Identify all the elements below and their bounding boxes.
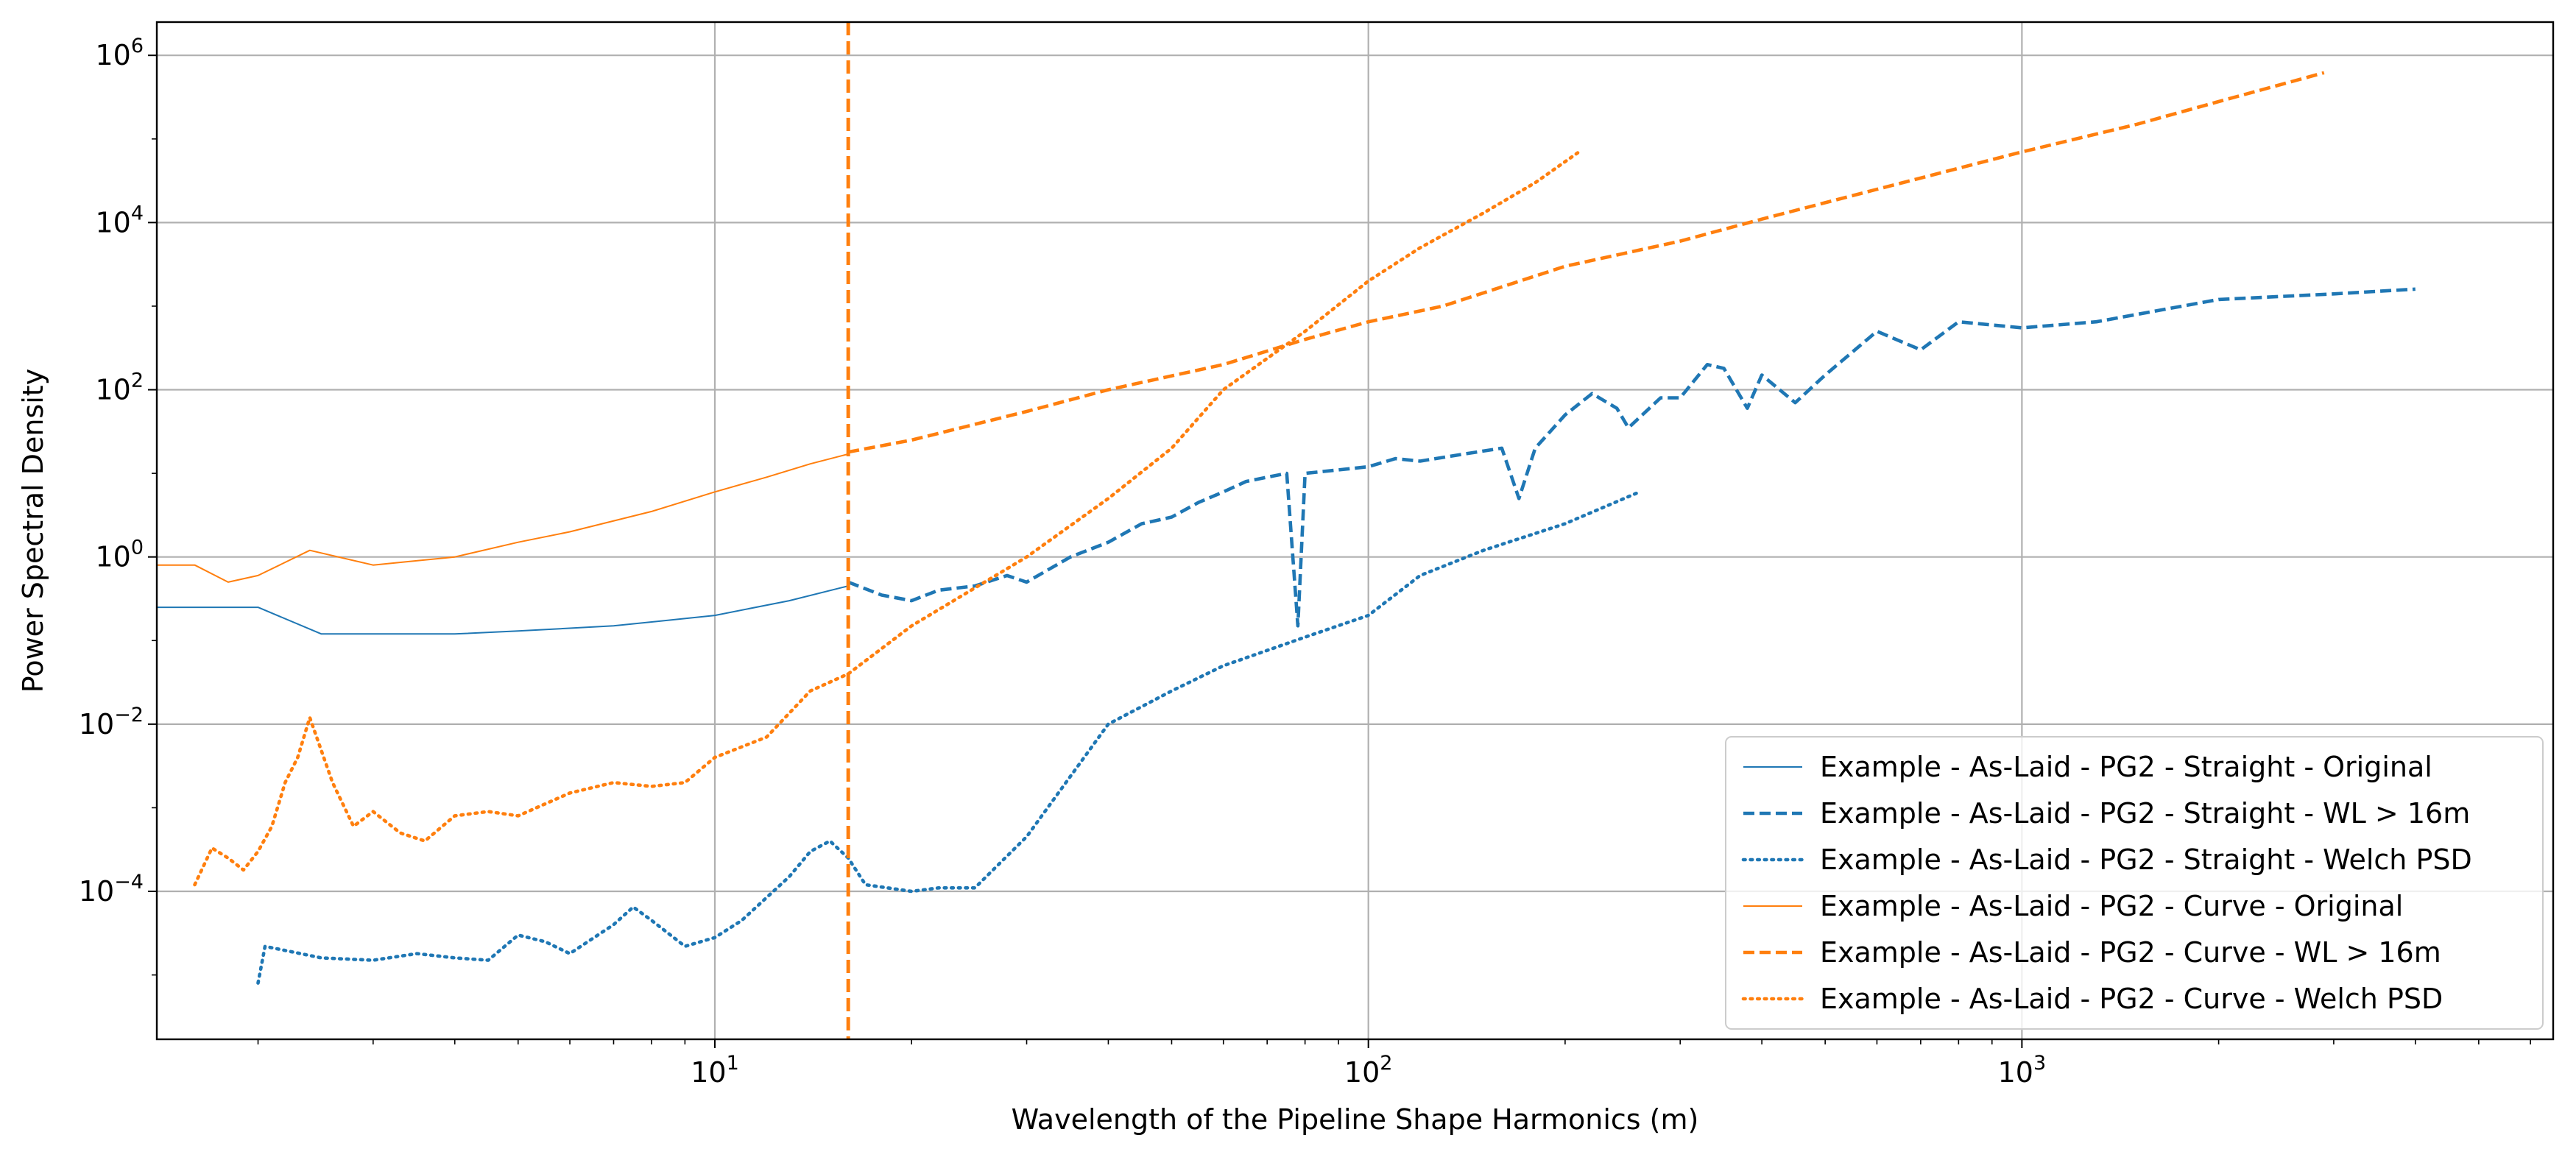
y-axis-label: Power Spectral Density	[17, 369, 49, 693]
x-axis-label: Wavelength of the Pipeline Shape Harmoni…	[1012, 1103, 1699, 1136]
y-tick-label: 100	[95, 537, 144, 573]
axes-frame	[155, 21, 2555, 1041]
y-tick-label: 104	[95, 202, 144, 238]
series-line-5	[847, 71, 2325, 454]
legend-label-3: Example - As-Laid - PG2 - Straight - Wel…	[1820, 844, 2472, 876]
legend: Example - As-Laid - PG2 - Straight - Ori…	[1725, 736, 2544, 1030]
legend-label-5: Example - As-Laid - PG2 - Curve - WL > 1…	[1820, 936, 2441, 969]
tick-layer: 101 102 103 106 104 102 100 10−2 10−4	[79, 35, 2531, 1089]
legend-box	[1725, 736, 2544, 1030]
legend-label-6: Example - As-Laid - PG2 - Curve - Welch …	[1820, 983, 2443, 1015]
series-line-3	[256, 490, 1642, 985]
x-tick-label: 101	[691, 1052, 739, 1089]
y-tick-label: 10−4	[79, 871, 144, 908]
series-line-2	[847, 287, 2416, 628]
grid	[157, 22, 2553, 1039]
legend-label-4: Example - As-Laid - PG2 - Curve - Origin…	[1820, 890, 2403, 922]
series-line-1	[157, 585, 849, 635]
y-tick-label: 10−2	[79, 704, 144, 740]
legend-label-1: Example - As-Laid - PG2 - Straight - Ori…	[1820, 751, 2432, 783]
legend-label-2: Example - As-Laid - PG2 - Straight - WL …	[1820, 797, 2470, 830]
series-line-6	[193, 150, 1581, 887]
x-tick-label: 102	[1344, 1052, 1393, 1089]
y-tick-label: 106	[95, 35, 144, 71]
series-layer	[157, 71, 2416, 985]
x-tick-label: 103	[1998, 1052, 2047, 1089]
y-tick-label: 102	[95, 369, 144, 406]
series-line-4	[157, 453, 849, 583]
